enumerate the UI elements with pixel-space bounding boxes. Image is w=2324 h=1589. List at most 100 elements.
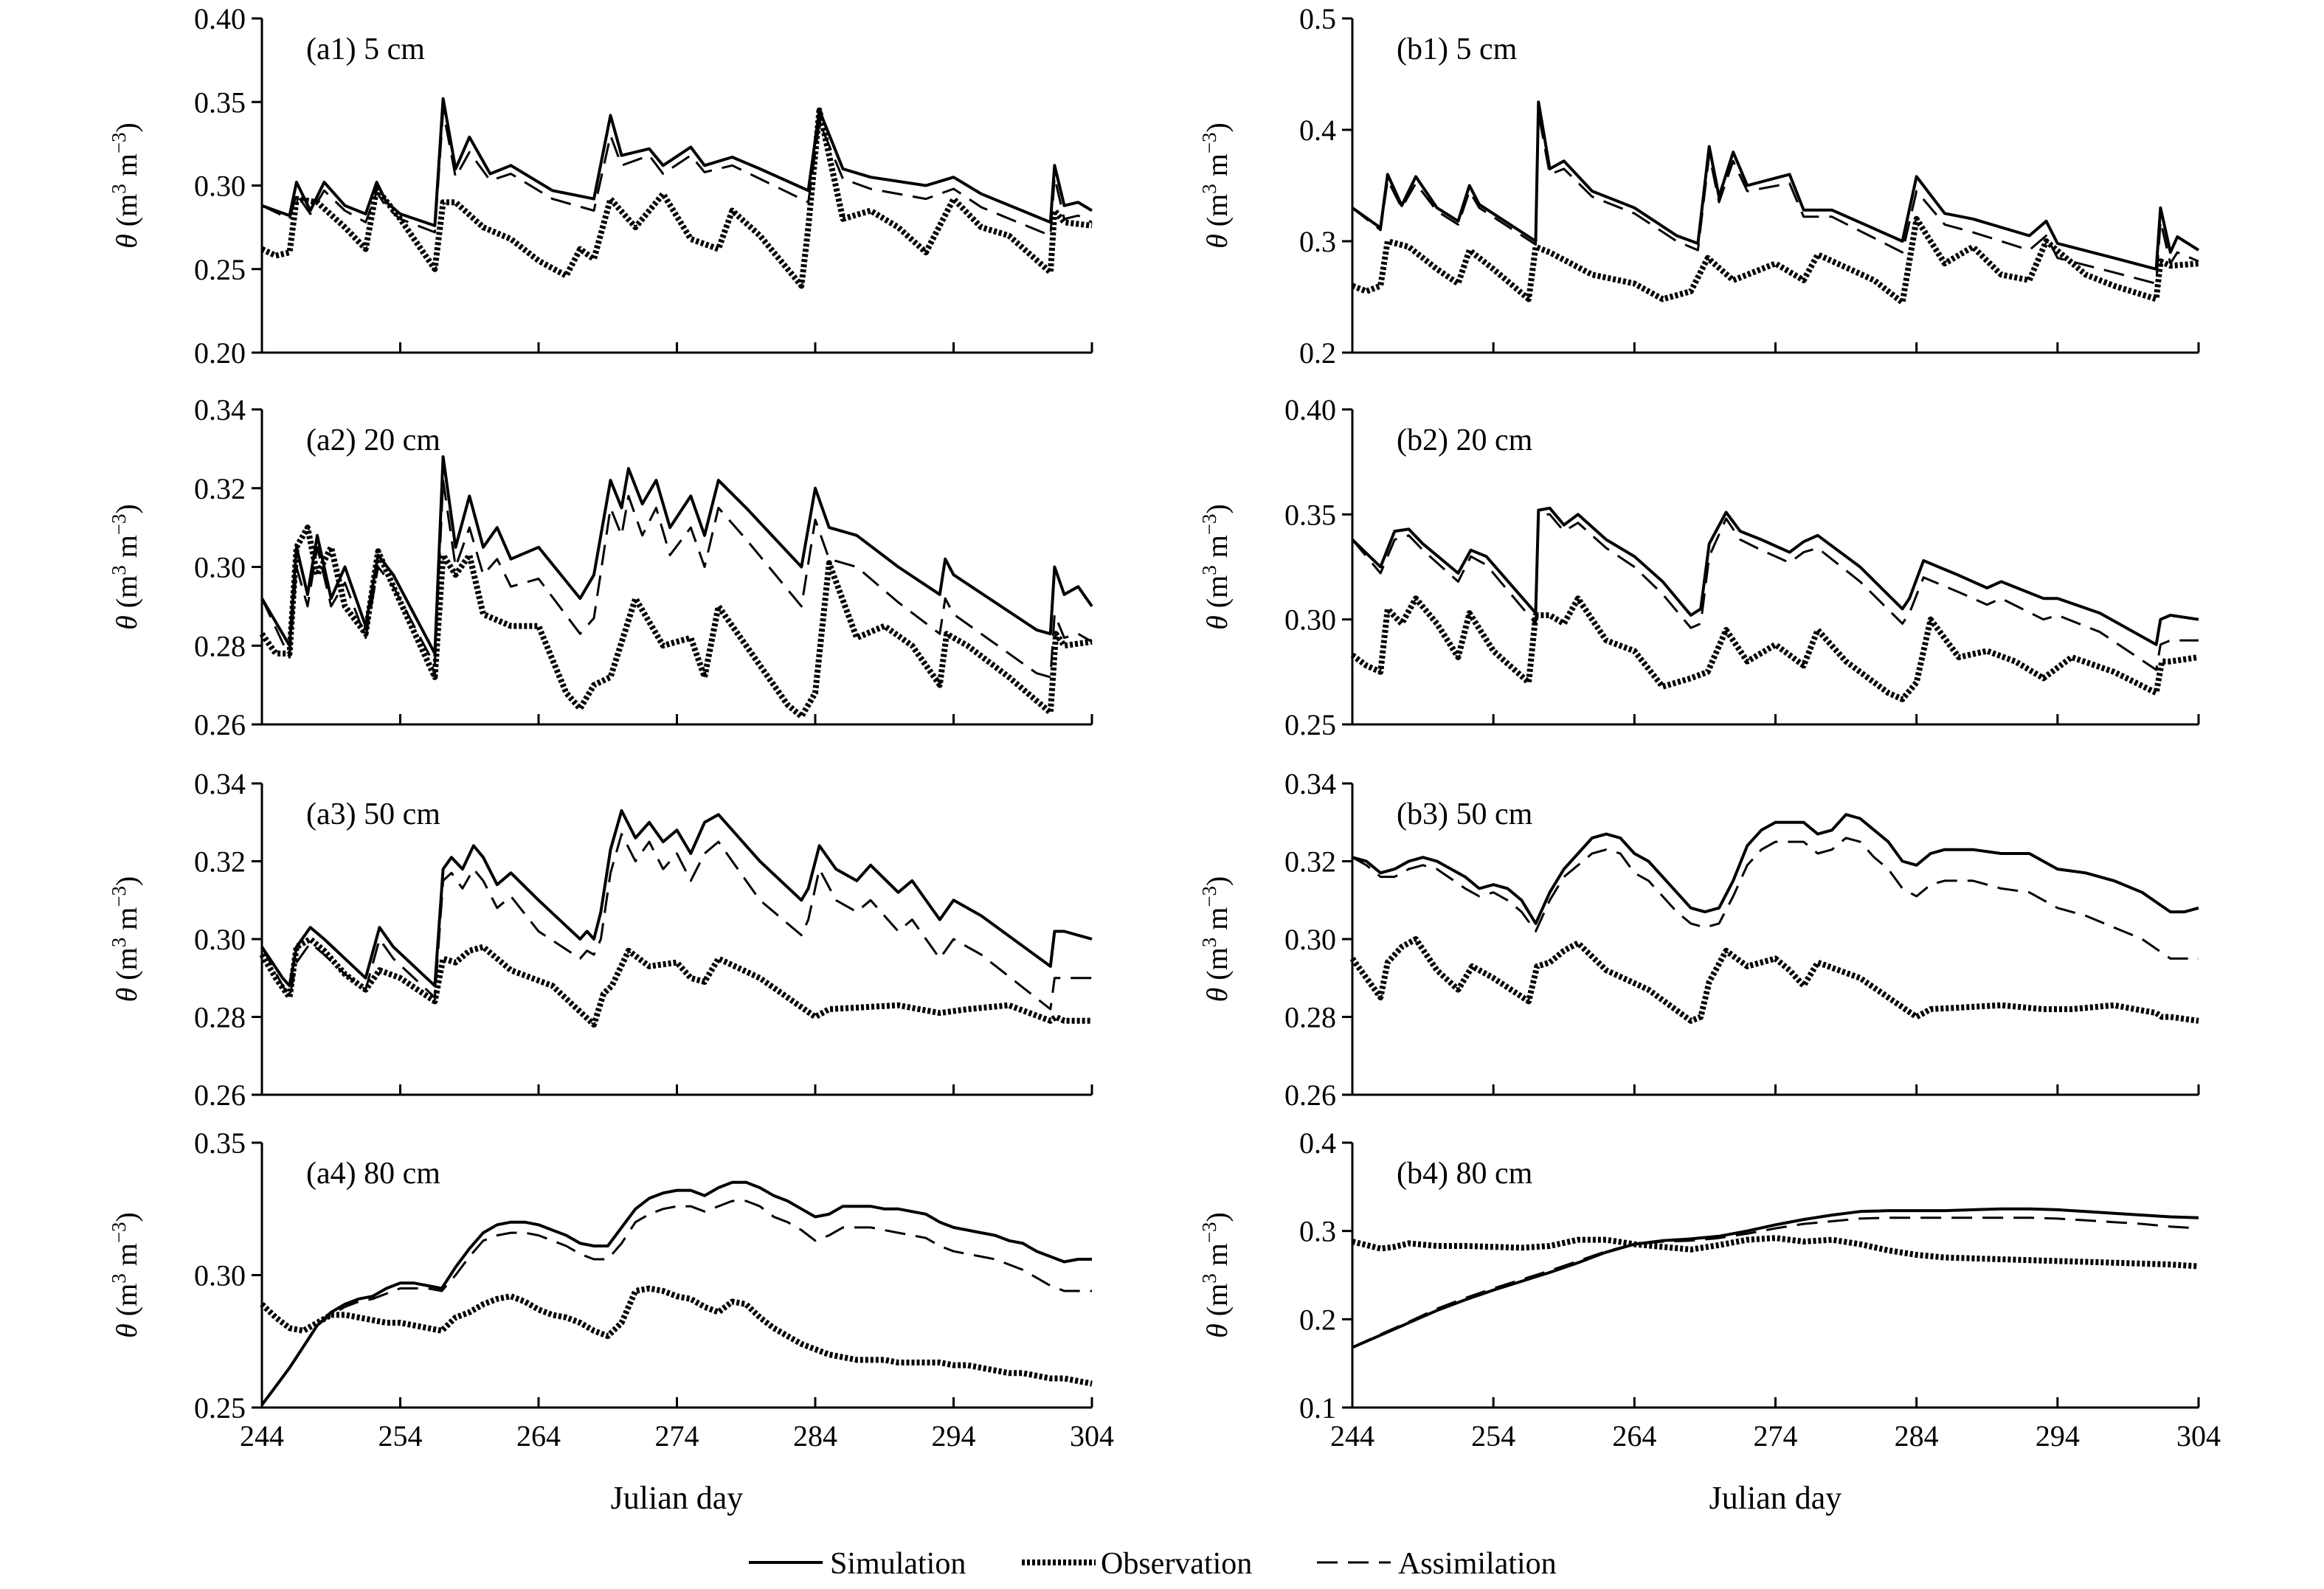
panels-group: 0.200.250.300.350.40(a1) 5 cmθ (m3 m−3)0… (108, 2, 2221, 1516)
panel-a2: 0.26 0.28 0.30 0.32 0.34 (a2) 20 cm θ (m3 m−3) (108, 393, 1093, 741)
y-tick-label-b1-0.5: 0.5 (1299, 2, 1336, 35)
y-tick-label-b2-0.40: 0.40 (1284, 393, 1336, 426)
y-tick-label-a2-0.28: 0.28 (194, 629, 246, 662)
series-simulation-a4 (260, 1180, 1092, 1406)
y-tick-label-a3-0.28: 0.28 (194, 1001, 246, 1034)
y-tick-label-a2-0.32: 0.32 (194, 472, 246, 505)
x-axis-title-a4: Julian day (611, 1480, 744, 1516)
panel-b2: 0.25 0.30 0.35 0.40 (b2) 20 cm θ (m3 m−3) (1198, 393, 2200, 741)
x-tick-label-a4-274: 274 (655, 1419, 699, 1453)
x-tick-label-b4-274: 274 (1754, 1419, 1798, 1453)
panel-b3: 0.26 0.28 0.30 0.32 0.34 (b3) 50 cm θ (m3 m−3) (1198, 767, 2200, 1112)
series-assimilation-a3 (260, 833, 1092, 1011)
panel-a1: 0.20 0.25 0.30 0.35 0.40 (a1) 5 cm θ (m3 m−3) (108, 2, 1093, 370)
series-observation-a2 (259, 525, 1093, 720)
y-tick-label-a4-0.30: 0.30 (194, 1259, 246, 1292)
y-tick-label-b3-0.32: 0.32 (1284, 845, 1336, 879)
y-tick-label-a1-0.20: 0.20 (194, 336, 246, 370)
x-tick-label-a4-244: 244 (240, 1419, 284, 1453)
y-axis-label-b3: θ (m3 m−3) (1198, 876, 1234, 1003)
y-tick-label-a1-0.35: 0.35 (194, 86, 246, 119)
y-tick-label-b1-0.2: 0.2 (1299, 336, 1336, 370)
x-axis-title-b4: Julian day (1709, 1480, 1842, 1516)
legend-simulation-label: Simulation (830, 1547, 966, 1581)
series-observation-a1 (260, 107, 1093, 289)
legend-assimilation-label: Assimilation (1398, 1547, 1557, 1581)
panel-a4: 244 254 264 274 284 294 304 0.25 0.30 0.35 (a4) 80… (108, 1126, 1114, 1516)
x-tick-label-b4-284: 284 (1895, 1419, 1939, 1453)
panel-label-a1: (a1) 5 cm (306, 32, 425, 66)
panel-label-b2: (b2) 20 cm (1397, 423, 1533, 457)
y-tick-label-a2-0.26: 0.26 (194, 708, 246, 741)
y-tick-label-b1-0.4: 0.4 (1299, 114, 1336, 147)
y-tick-label-a4-0.35: 0.35 (194, 1126, 246, 1160)
y-axis-label-a4: θ (m3 m−3) (108, 1212, 143, 1338)
y-tick-label-b2-0.25: 0.25 (1284, 708, 1336, 741)
x-tick-label-a4-304: 304 (1070, 1419, 1114, 1453)
legend-observation-label: Observation (1101, 1547, 1252, 1581)
series-simulation-a2 (260, 455, 1093, 655)
series-simulation-b2 (1351, 506, 2199, 646)
x-tick-label-a4-284: 284 (793, 1419, 837, 1453)
series-observation-a4 (260, 1285, 1093, 1387)
series-observation-b2 (1350, 595, 2199, 702)
series-observation-a3 (259, 936, 1092, 1028)
series-simulation-b1 (1351, 100, 2200, 271)
y-tick-label-b3-0.30: 0.30 (1284, 923, 1336, 956)
x-tick-label-b4-294: 294 (2036, 1419, 2080, 1453)
series-simulation-a1 (261, 97, 1093, 227)
x-tick-label-b4-244: 244 (1330, 1419, 1374, 1453)
y-axis-label-a1: θ (m3 m−3) (108, 122, 143, 249)
y-tick-label-b1-0.3: 0.3 (1299, 225, 1336, 258)
x-tick-label-a4-254: 254 (378, 1419, 423, 1453)
series-assimilation-b4 (1352, 1216, 2199, 1349)
y-tick-label-b2-0.30: 0.30 (1284, 603, 1336, 637)
panel-b4: 244 254 264 274 284 294 304 0.1 0.2 0.3 0.4 (b4) 80… (1198, 1126, 2221, 1516)
y-axis-label-a3: θ (m3 m−3) (108, 876, 143, 1003)
series-simulation-b3 (1352, 813, 2199, 925)
y-tick-label-a1-0.30: 0.30 (194, 170, 246, 203)
y-axis-label-b1: θ (m3 m−3) (1198, 122, 1234, 249)
series-observation-b3 (1349, 936, 2199, 1024)
y-tick-label-a3-0.32: 0.32 (194, 845, 246, 879)
x-tick-label-a4-294: 294 (932, 1419, 976, 1453)
series-simulation-b4 (1352, 1207, 2199, 1349)
y-tick-label-a4-0.25: 0.25 (194, 1391, 246, 1424)
y-axis-label-a2: θ (m3 m−3) (108, 504, 143, 630)
x-tick-label-b4-264: 264 (1612, 1419, 1656, 1453)
y-tick-label-b3-0.34: 0.34 (1284, 767, 1336, 800)
y-tick-label-a3-0.30: 0.30 (194, 923, 246, 956)
x-tick-label-a4-264: 264 (516, 1419, 561, 1453)
series-simulation-a3 (260, 809, 1093, 988)
panel-label-b3: (b3) 50 cm (1397, 797, 1533, 831)
series-assimilation-b1 (1352, 111, 2199, 285)
panel-label-b4: (b4) 80 cm (1397, 1157, 1533, 1191)
series-assimilation-b2 (1351, 513, 2199, 671)
legend: Simulation Observation Assimilation (749, 1547, 1557, 1581)
y-tick-label-a3-0.34: 0.34 (194, 767, 246, 800)
y-tick-label-b3-0.28: 0.28 (1284, 1001, 1336, 1034)
y-tick-label-a2-0.34: 0.34 (194, 393, 246, 426)
y-tick-label-b4-0.4: 0.4 (1299, 1126, 1336, 1160)
panel-label-a4: (a4) 80 cm (306, 1157, 440, 1191)
y-tick-label-b3-0.26: 0.26 (1284, 1079, 1336, 1112)
y-tick-label-b4-0.3: 0.3 (1299, 1215, 1336, 1248)
y-axis-label-b4: θ (m3 m−3) (1198, 1212, 1234, 1338)
y-tick-label-b4-0.1: 0.1 (1299, 1391, 1336, 1424)
panel-b1: 0.2 0.3 0.4 0.5 (b1) 5 cm θ (m3 m−3) (1198, 2, 2200, 370)
series-observation-b4 (1352, 1235, 2199, 1270)
panel-label-a2: (a2) 20 cm (306, 423, 440, 457)
series-assimilation-b3 (1352, 837, 2199, 960)
series-assimilation-a1 (261, 109, 1093, 237)
y-tick-label-a1-0.25: 0.25 (194, 253, 246, 286)
series-assimilation-a4 (260, 1199, 1092, 1406)
y-tick-label-b2-0.35: 0.35 (1284, 498, 1336, 531)
y-tick-label-a2-0.30: 0.30 (194, 551, 246, 584)
panel-a3: 0.26 0.28 0.30 0.32 0.34 (a3) 50 cm θ (m3 m−3) (108, 767, 1093, 1112)
series-assimilation-a2 (260, 479, 1093, 679)
y-tick-label-a1-0.40: 0.40 (194, 2, 246, 35)
x-tick-label-b4-304: 304 (2176, 1419, 2221, 1453)
y-axis-label-b2: θ (m3 m−3) (1198, 504, 1234, 630)
panel-label-b1: (b1) 5 cm (1397, 32, 1518, 66)
